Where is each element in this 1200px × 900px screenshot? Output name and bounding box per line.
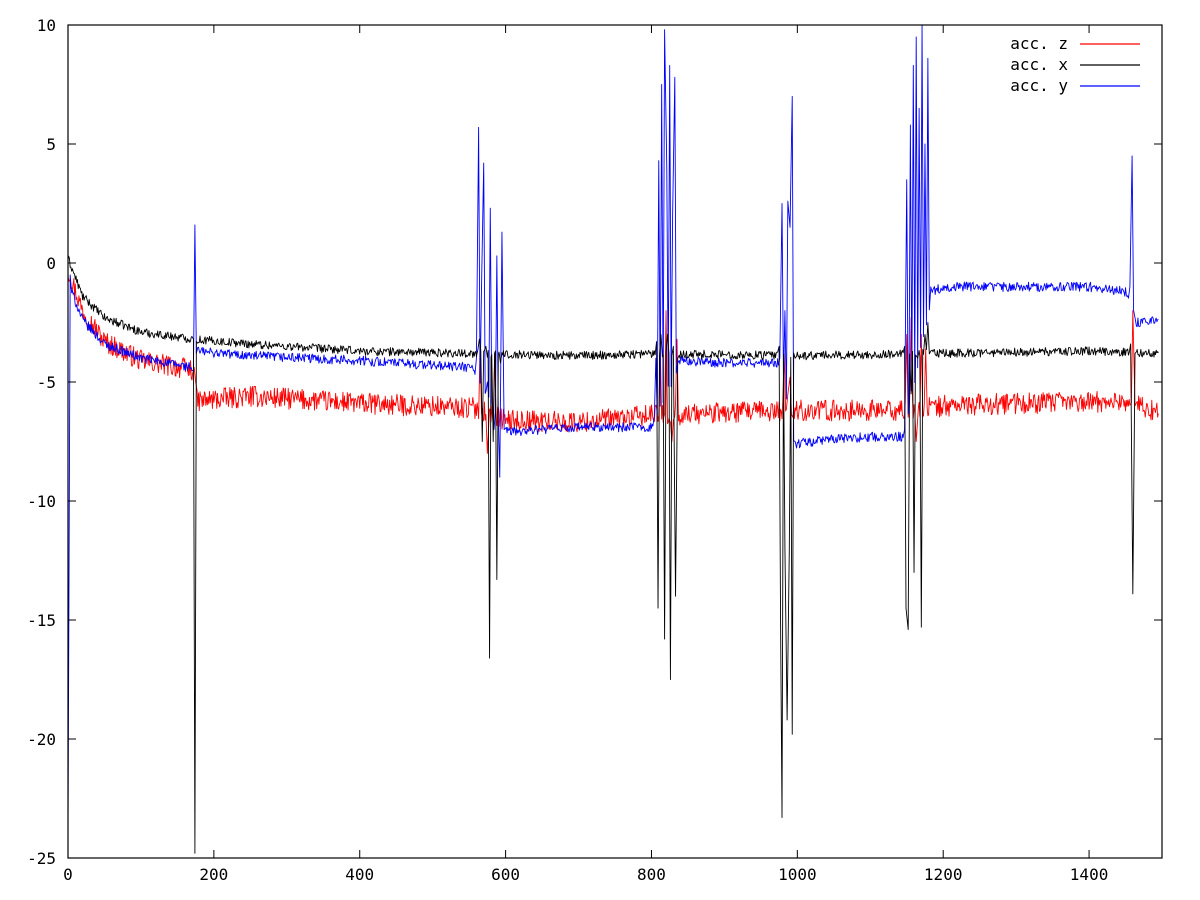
x-tick-label: 400 xyxy=(345,865,374,884)
x-tick-label: 800 xyxy=(637,865,666,884)
x-tick-label: 200 xyxy=(199,865,228,884)
y-tick-label: -15 xyxy=(27,611,56,630)
x-tick-label: 1000 xyxy=(778,865,817,884)
x-tick-label: 1200 xyxy=(924,865,963,884)
x-tick-label: 0 xyxy=(63,865,73,884)
plot-frame xyxy=(67,24,1163,859)
x-axis: 0 200 400 600 800 1000 1200 1400 xyxy=(63,25,1108,884)
y-tick-label: -25 xyxy=(27,849,56,868)
y-tick-label: -20 xyxy=(27,730,56,749)
series-line-acc--z xyxy=(68,274,1159,454)
series-line-acc--y xyxy=(68,25,1159,835)
y-tick-label: 5 xyxy=(46,135,56,154)
y-axis: -25 -20 -15 -10 -5 0 5 10 xyxy=(27,16,1162,868)
legend-label: acc. y xyxy=(1010,76,1068,95)
y-tick-label: 10 xyxy=(37,16,56,35)
series-layer xyxy=(68,25,1159,854)
y-tick-label: -5 xyxy=(37,373,56,392)
series-line-acc--x xyxy=(68,255,1159,854)
legend-label: acc. z xyxy=(1010,34,1068,53)
x-tick-label: 1400 xyxy=(1070,865,1109,884)
legend-label: acc. x xyxy=(1010,55,1068,74)
x-tick-label: 600 xyxy=(491,865,520,884)
y-tick-label: 0 xyxy=(46,254,56,273)
legend: acc. z acc. x acc. y xyxy=(1010,34,1140,95)
y-tick-label: -10 xyxy=(27,492,56,511)
